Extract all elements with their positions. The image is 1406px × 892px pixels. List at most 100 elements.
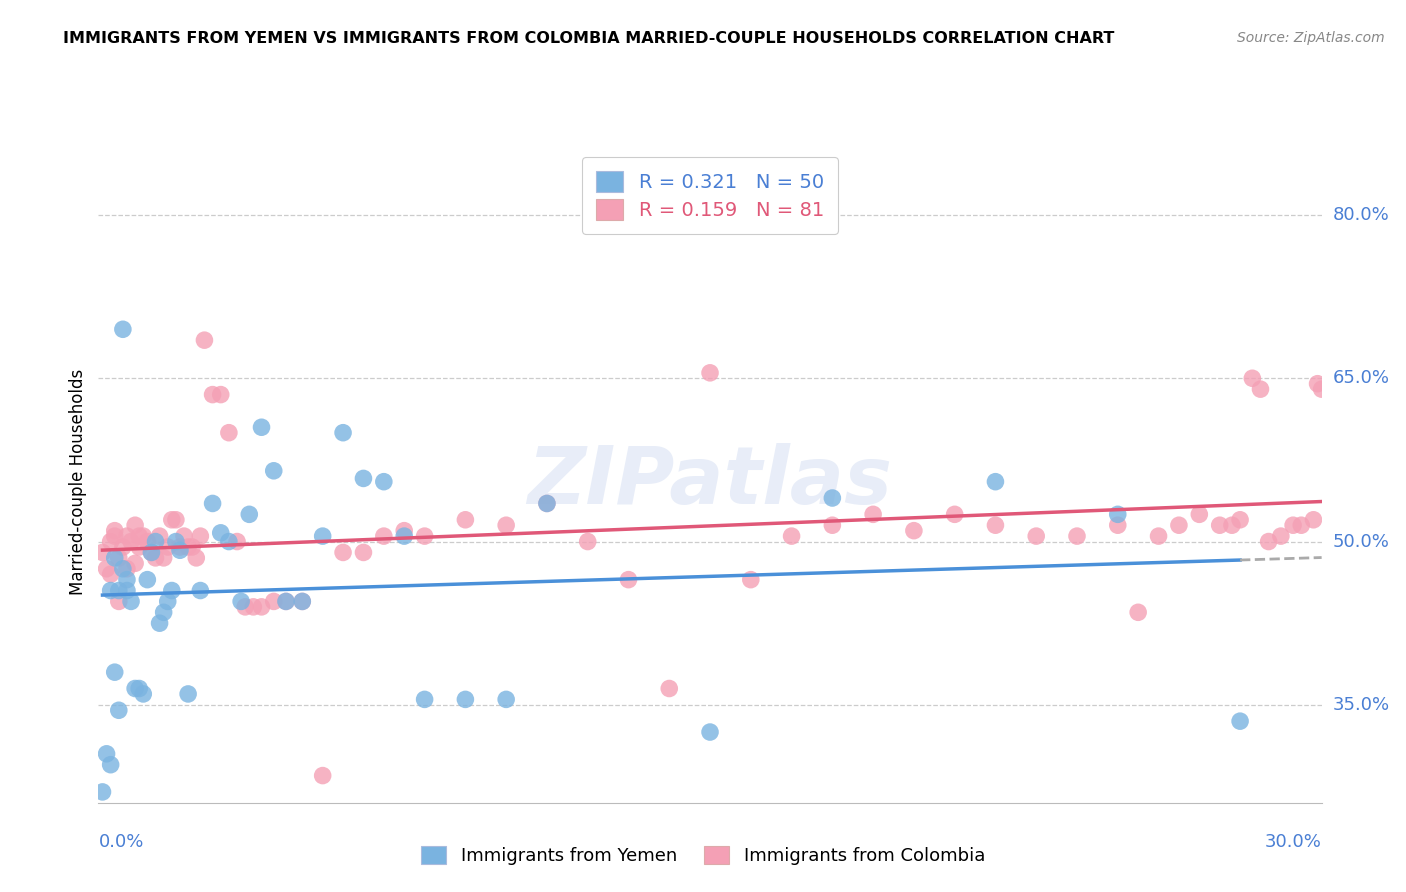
Point [495,518,517,533]
Point [120,594,142,608]
Point [115,583,138,598]
Point [352,471,374,485]
Point [186,550,208,565]
Text: 65.0%: 65.0% [1333,369,1389,387]
Text: 35.0%: 35.0% [1333,696,1391,714]
Point [274,594,297,608]
Point [108,703,131,717]
Point [104,524,127,538]
Legend: R = 0.321   N = 50, R = 0.159   N = 81: R = 0.321 N = 50, R = 0.159 N = 81 [582,157,838,234]
Text: IMMIGRANTS FROM YEMEN VS IMMIGRANTS FROM COLOMBIA MARRIED-COUPLE HOUSEHOLDS CORR: IMMIGRANTS FROM YEMEN VS IMMIGRANTS FROM… [63,31,1115,46]
Point [115,573,138,587]
Point [1229,513,1251,527]
Point [1241,371,1264,385]
Point [1025,529,1047,543]
Point [821,491,844,505]
Point [188,583,212,598]
Point [242,599,264,614]
Point [984,475,1007,489]
Point [536,496,558,510]
Point [291,594,314,608]
Legend: Immigrants from Yemen, Immigrants from Colombia: Immigrants from Yemen, Immigrants from C… [412,837,994,874]
Point [1302,513,1324,527]
Point [576,534,599,549]
Point [141,545,163,559]
Point [903,524,925,538]
Point [263,464,285,478]
Point [188,529,212,543]
Point [332,545,354,559]
Point [1282,518,1305,533]
Point [1310,382,1333,396]
Point [165,513,187,527]
Point [392,524,416,538]
Point [352,545,374,559]
Point [120,534,142,549]
Point [177,687,200,701]
Point [984,518,1007,533]
Point [156,594,179,608]
Point [100,757,122,772]
Point [740,573,762,587]
Point [108,550,131,565]
Point [108,583,131,598]
Point [132,529,155,543]
Point [104,665,127,680]
Point [91,545,114,559]
Point [169,540,191,554]
Point [250,420,273,434]
Point [128,529,150,543]
Point [413,529,436,543]
Point [1147,529,1170,543]
Point [943,508,966,522]
Text: 80.0%: 80.0% [1333,206,1389,224]
Point [145,534,167,549]
Point [332,425,354,440]
Point [373,529,395,543]
Point [96,562,118,576]
Point [152,550,174,565]
Y-axis label: Married-couple Households: Married-couple Households [69,368,87,595]
Point [263,594,285,608]
Point [108,594,131,608]
Point [177,540,200,554]
Point [1220,518,1243,533]
Text: 30.0%: 30.0% [1265,833,1322,851]
Point [454,513,477,527]
Point [96,747,118,761]
Point [821,518,844,533]
Point [124,557,146,571]
Point [617,573,640,587]
Point [1257,534,1279,549]
Point [238,508,260,522]
Point [124,681,146,696]
Point [1229,714,1251,728]
Point [173,529,195,543]
Text: ZIPatlas: ZIPatlas [527,442,893,521]
Point [141,545,163,559]
Point [218,534,240,549]
Point [312,529,335,543]
Point [128,681,150,696]
Point [250,599,273,614]
Point [128,540,150,554]
Point [226,534,249,549]
Point [1270,529,1292,543]
Point [100,567,122,582]
Point [111,322,134,336]
Point [1066,529,1088,543]
Point [1107,508,1129,522]
Point [1306,376,1329,391]
Point [111,562,134,576]
Point [495,692,517,706]
Point [1209,518,1232,533]
Point [152,605,174,619]
Point [104,550,127,565]
Point [454,692,477,706]
Point [312,768,335,782]
Point [165,534,187,549]
Point [1188,508,1211,522]
Point [699,725,721,739]
Point [780,529,803,543]
Point [233,599,256,614]
